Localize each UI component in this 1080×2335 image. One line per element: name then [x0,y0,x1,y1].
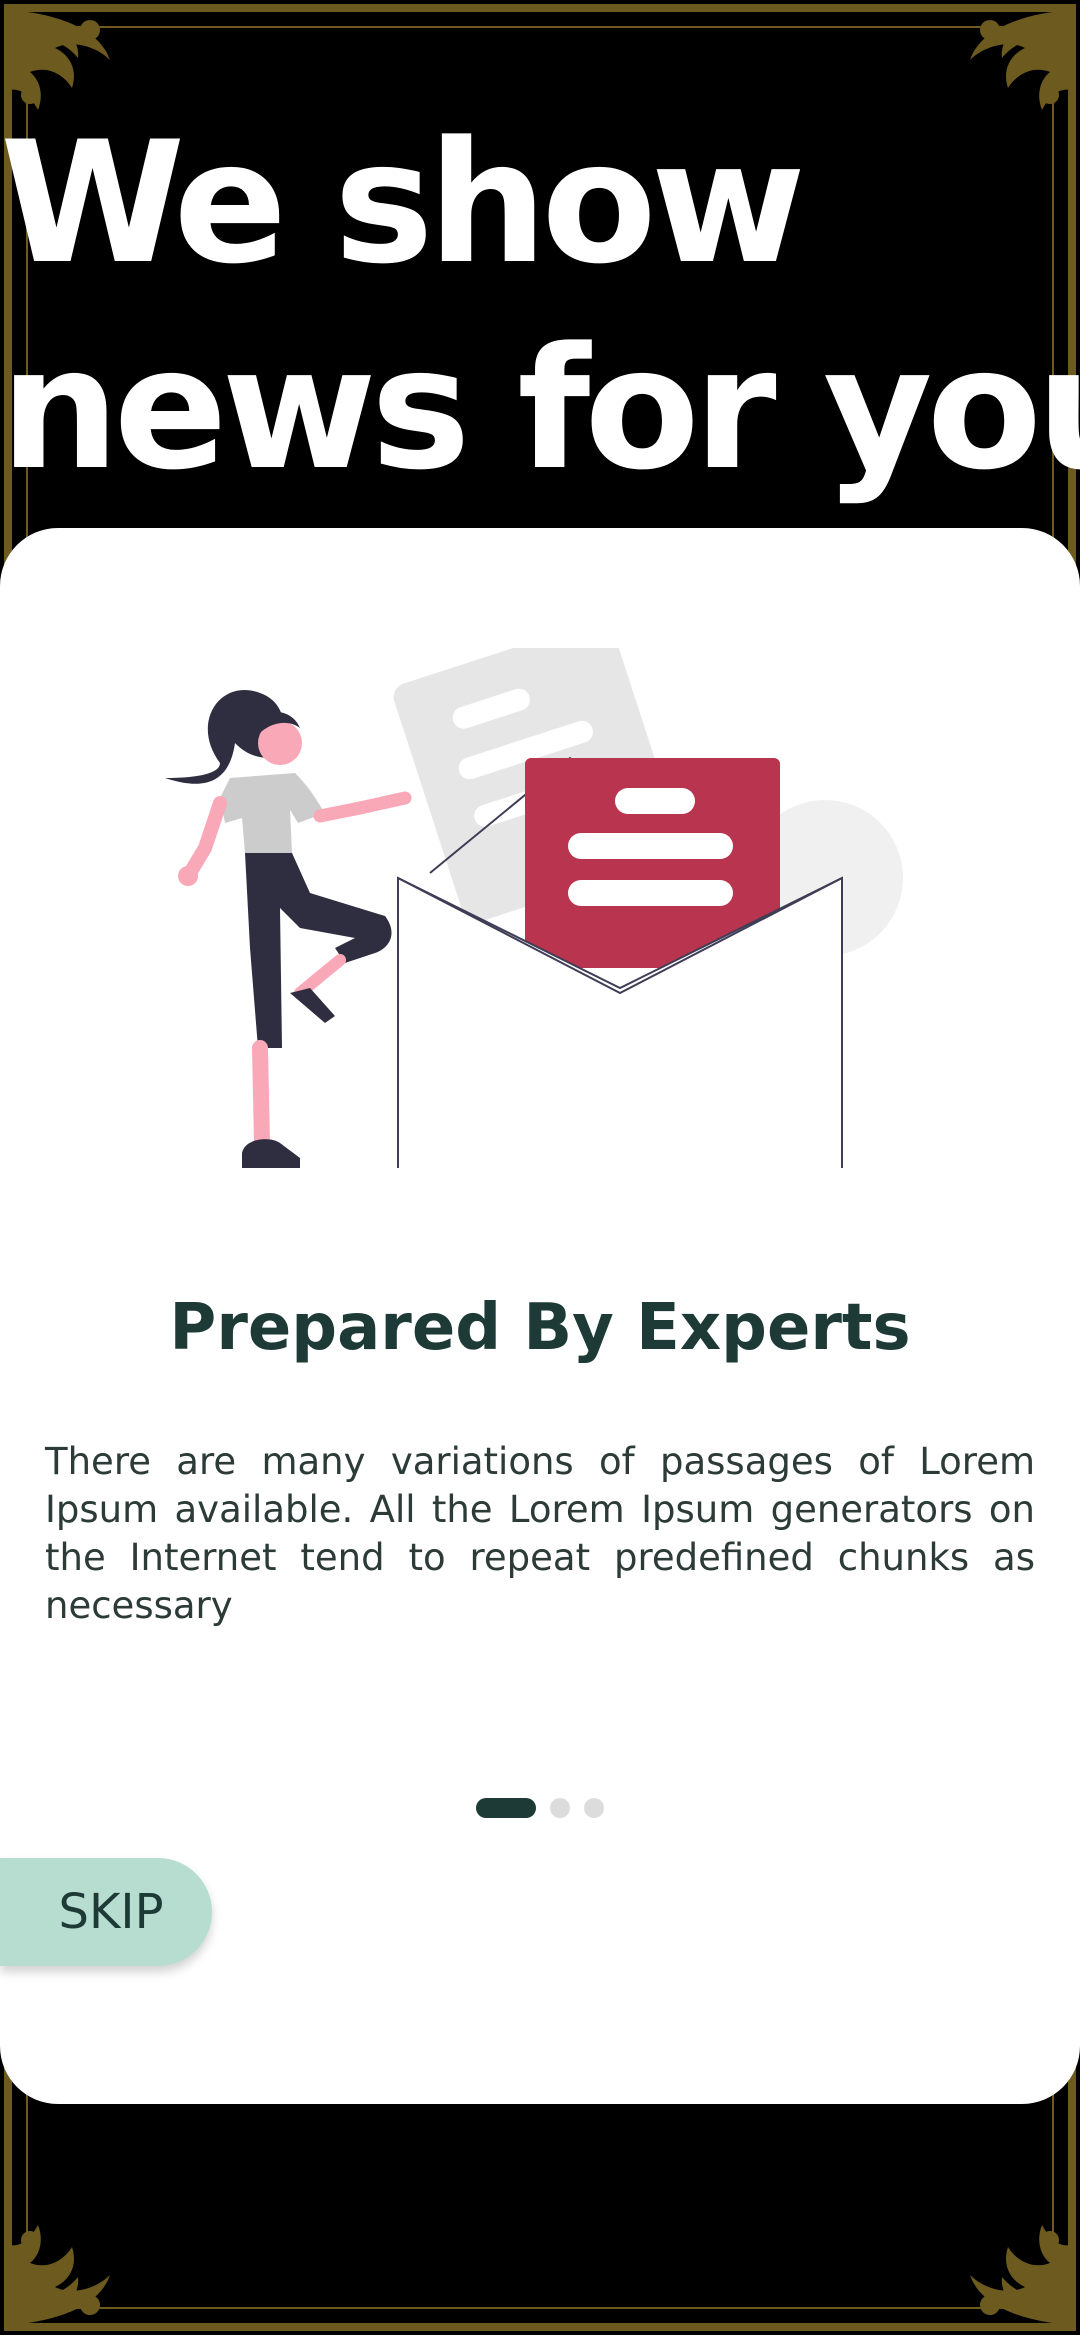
corner-ornament-icon [10,10,110,110]
headline-line-1: We show [0,105,806,301]
page-indicator-dot[interactable] [550,1798,570,1818]
woman-envelope-illustration [165,648,903,1168]
page-indicator-dot-active[interactable] [476,1798,536,1818]
skip-button[interactable]: SKIP [0,1858,212,1966]
corner-ornament-icon [970,2225,1070,2325]
onboarding-card: Prepared By Experts There are many varia… [0,528,1080,2104]
headline: We show news for you [0,100,1080,512]
onboarding-title: Prepared By Experts [169,1291,911,1365]
onboarding-description: There are many variations of passages of… [45,1440,1035,1627]
page-indicator-dot[interactable] [584,1798,604,1818]
headline-line-2: news for you [0,311,1080,507]
page-indicator [0,1798,1080,1818]
corner-ornament-icon [10,2225,110,2325]
corner-ornament-icon [970,10,1070,110]
